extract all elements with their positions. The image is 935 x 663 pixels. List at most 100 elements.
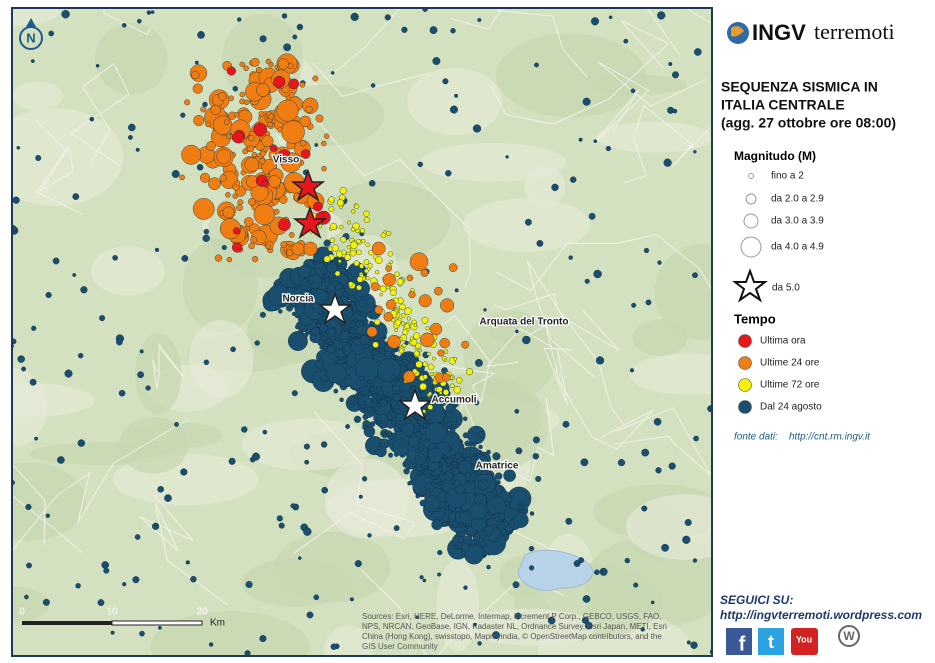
attribution-line: Sources: Esri, HERE, DeLorme, Intermap, … xyxy=(362,612,662,621)
quake-dot xyxy=(34,436,38,441)
quake-dot xyxy=(236,204,243,211)
quake-dot xyxy=(321,165,327,172)
quake-dot xyxy=(192,198,215,220)
quake-dot xyxy=(370,83,376,88)
quake-dot xyxy=(428,391,433,396)
quake-dot xyxy=(458,459,472,474)
quake-dot xyxy=(326,327,337,338)
quake-dot xyxy=(391,374,396,380)
quake-dot xyxy=(477,479,489,491)
place-label: Accumoli xyxy=(431,395,476,406)
quake-dot xyxy=(356,249,362,256)
quake-dot xyxy=(584,621,593,630)
quake-dot xyxy=(253,203,275,225)
quake-dot xyxy=(367,263,373,269)
terrain-patch xyxy=(12,108,124,207)
attribution-line: GIS User Community xyxy=(362,642,438,651)
quake-dot xyxy=(372,398,377,403)
follow-url[interactable]: http://ingvterremoti.wordpress.com xyxy=(720,608,922,622)
quake-dot xyxy=(359,334,370,346)
legend: Magnitudo (M) Tempo fino a 2 da 2.0 a 2.9… xyxy=(732,149,824,414)
quake-dot xyxy=(460,542,470,552)
quake-dot xyxy=(297,556,302,560)
wordpress-icon[interactable] xyxy=(838,625,860,647)
quake-dot xyxy=(421,316,429,324)
quake-dot xyxy=(72,273,77,277)
quake-dot xyxy=(565,517,573,525)
quake-dot xyxy=(394,271,400,277)
north-pointer xyxy=(26,18,36,27)
quake-dot xyxy=(226,256,233,263)
quake-dot xyxy=(191,70,200,80)
quake-dot xyxy=(255,66,263,74)
quake-dot xyxy=(267,121,273,128)
legend-title: Magnitudo (M) xyxy=(734,149,816,163)
quake-dot xyxy=(682,535,691,544)
quake-dot xyxy=(437,549,443,556)
quake-dot xyxy=(241,426,248,433)
quake-dot xyxy=(139,630,145,637)
quake-dot xyxy=(298,328,304,333)
quake-dot xyxy=(284,299,289,304)
quake-dot xyxy=(438,481,444,486)
terrain-patch xyxy=(596,121,712,153)
attribution-line: NPS, NRCAN, GeoBase, IGN, Kadaster NL, O… xyxy=(362,622,667,631)
terrain-patch xyxy=(13,81,63,111)
source-url[interactable]: http://cnt.rm.ingv.it xyxy=(789,432,871,443)
quake-dot xyxy=(341,249,347,255)
quake-dot xyxy=(251,452,260,461)
quake-dot xyxy=(369,320,374,326)
follow-label: SEGUICI SU: xyxy=(720,593,793,607)
quake-dot xyxy=(26,562,32,569)
quake-dot xyxy=(439,337,450,349)
quake-dot xyxy=(443,358,448,362)
quake-dot xyxy=(277,149,291,162)
quake-dot xyxy=(287,331,308,351)
quake-dot xyxy=(210,104,221,116)
quake-dot xyxy=(440,398,446,403)
twitter-icon[interactable] xyxy=(758,628,784,655)
quake-dot xyxy=(399,303,406,311)
quake-dot xyxy=(415,360,423,369)
quake-dot xyxy=(474,400,480,406)
quake-dot xyxy=(95,64,100,68)
quake-dot xyxy=(472,124,482,133)
quake-dot xyxy=(286,249,294,257)
road xyxy=(293,411,417,554)
quake-dot xyxy=(216,149,231,164)
quake-dot xyxy=(279,195,288,204)
quake-dot xyxy=(657,260,662,265)
quake-dot xyxy=(624,557,630,564)
quake-dot xyxy=(454,452,462,460)
road xyxy=(490,19,670,125)
quake-dot xyxy=(146,10,152,15)
quake-dot xyxy=(532,436,540,444)
quake-dot xyxy=(653,417,662,426)
quake-dot xyxy=(568,255,573,260)
road xyxy=(12,463,83,553)
quake-dot xyxy=(425,472,431,478)
quake-dot xyxy=(512,581,520,589)
quake-dot xyxy=(319,323,329,333)
quake-dot xyxy=(354,560,362,568)
youtube-icon[interactable] xyxy=(791,628,818,655)
quake-dot xyxy=(362,476,368,482)
quake-dot xyxy=(256,83,270,97)
legend-color-swatch xyxy=(738,334,752,348)
place-label: Arquata del Tronto xyxy=(480,317,569,328)
terrain-patch xyxy=(90,246,165,296)
quake-dot xyxy=(451,466,457,472)
quake-dot xyxy=(344,254,351,261)
quake-dot xyxy=(339,205,343,209)
terrain-patch xyxy=(12,462,86,541)
quake-dot xyxy=(356,310,362,315)
quake-dot xyxy=(404,323,410,330)
quake-dot xyxy=(236,17,242,22)
quake-dot xyxy=(380,232,387,238)
facebook-icon[interactable] xyxy=(726,628,752,655)
quake-dot xyxy=(400,321,406,326)
quake-dot xyxy=(450,383,455,388)
quake-dot xyxy=(248,135,255,142)
quake-dot xyxy=(348,329,354,334)
quake-dot xyxy=(426,351,431,356)
